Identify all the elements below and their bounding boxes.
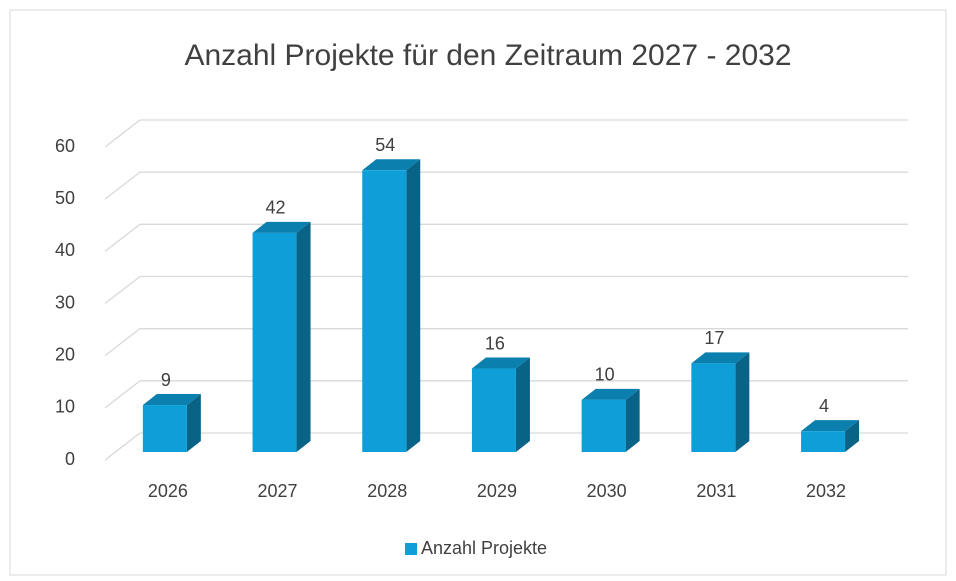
grid-line [104, 328, 908, 357]
bar [471, 368, 516, 452]
bar-top [471, 357, 530, 369]
bar-top [801, 420, 860, 432]
bar [362, 170, 407, 453]
y-tick-label: 20 [55, 344, 75, 364]
bar-side [845, 420, 860, 452]
bar [252, 232, 297, 452]
bar-side [406, 159, 421, 453]
bar-side [735, 352, 750, 452]
bar-top [252, 221, 311, 233]
x-tick-label: 2032 [806, 481, 846, 501]
y-tick-label: 60 [55, 136, 75, 156]
grid-line [104, 223, 908, 252]
chart-title: Anzahl Projekte für den Zeitraum 2027 - … [184, 39, 791, 72]
bar [581, 399, 626, 452]
bar-top [142, 394, 201, 406]
bar-top [362, 159, 421, 171]
y-tick-label: 30 [55, 292, 75, 312]
chart-border [9, 9, 947, 576]
x-tick-label: 2026 [148, 481, 188, 501]
y-tick-label: 10 [55, 397, 75, 417]
x-tick-label: 2030 [587, 481, 627, 501]
grid-line [104, 119, 908, 148]
data-label: 4 [819, 396, 829, 416]
bar-side [515, 357, 530, 452]
data-label: 17 [704, 328, 724, 348]
data-label: 54 [375, 135, 395, 155]
bar-side [186, 394, 201, 452]
bar-side [296, 221, 311, 452]
grid-line [104, 380, 908, 409]
x-tick-label: 2028 [367, 481, 407, 501]
y-tick-label: 40 [55, 240, 75, 260]
data-label: 42 [266, 198, 286, 218]
grid-line [104, 275, 908, 305]
legend-swatch [405, 543, 417, 555]
bar [142, 405, 187, 452]
data-label: 10 [595, 365, 615, 385]
y-tick-label: 50 [55, 188, 75, 208]
grid-line [104, 432, 908, 461]
grid-line [104, 171, 908, 200]
bar [691, 363, 736, 452]
bar-top [691, 352, 750, 364]
x-tick-label: 2029 [477, 481, 517, 501]
y-tick-label: 0 [65, 449, 75, 469]
legend-label: Anzahl Projekte [421, 538, 547, 558]
bar-top [581, 388, 640, 400]
bar [801, 431, 846, 452]
data-label: 16 [485, 333, 505, 353]
x-tick-label: 2027 [258, 481, 298, 501]
data-label: 9 [161, 370, 171, 390]
bar-side [625, 388, 640, 452]
x-tick-label: 2031 [696, 481, 736, 501]
